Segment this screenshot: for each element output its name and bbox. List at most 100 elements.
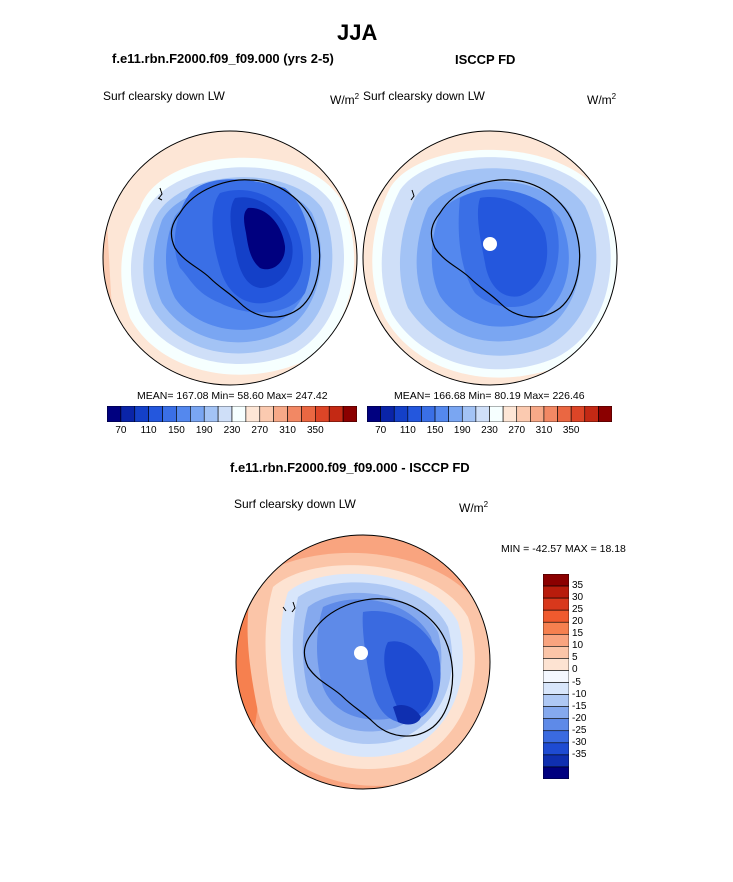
colorbar-tick-label: 230 bbox=[223, 425, 241, 436]
colorbar-tick-label: 270 bbox=[251, 425, 269, 436]
colorbar-swatch bbox=[543, 609, 569, 623]
colorbar-swatch bbox=[231, 406, 247, 422]
colorbar-swatch bbox=[342, 406, 357, 422]
colorbar-tick-label: 15 bbox=[572, 628, 584, 640]
colorbar-tick-label: 20 bbox=[572, 616, 584, 628]
colorbar-swatch bbox=[176, 406, 191, 422]
page-title: JJA bbox=[337, 20, 378, 45]
colorbar-swatch bbox=[543, 754, 569, 768]
colorbar-observed-labels: 70 110 150 190 230 270 310 350 bbox=[367, 425, 612, 439]
colorbar-swatch bbox=[557, 406, 572, 422]
colorbar-swatch bbox=[598, 406, 612, 422]
colorbar-swatch bbox=[367, 406, 381, 422]
colorbar-swatch bbox=[217, 406, 233, 422]
colorbar-tick-label: 30 bbox=[572, 592, 584, 604]
colorbar-swatch bbox=[543, 646, 569, 659]
colorbar-swatch bbox=[203, 406, 219, 422]
colorbar-tick-label: 190 bbox=[195, 425, 213, 436]
colorbar-swatch bbox=[530, 406, 545, 422]
colorbar-tick-label: 350 bbox=[562, 425, 580, 436]
colorbar-swatch bbox=[407, 406, 422, 422]
colorbar-swatch bbox=[543, 718, 569, 732]
colorbar-swatch bbox=[543, 585, 569, 599]
colorbar-swatch bbox=[301, 406, 316, 422]
colorbar-swatch bbox=[543, 706, 569, 720]
colorbar-tick-label: 70 bbox=[375, 425, 387, 436]
panel-left-units: W/m2 bbox=[330, 92, 360, 107]
colorbar-model-labels: 70 110 150 190 230 270 310 350 bbox=[107, 425, 357, 439]
colorbar-tick-label: 190 bbox=[453, 425, 471, 436]
colorbar-swatch bbox=[543, 658, 569, 671]
colorbar-tick-label: 5 bbox=[572, 652, 578, 664]
colorbar-observed bbox=[367, 406, 612, 422]
colorbar-tick-label: -15 bbox=[572, 700, 587, 712]
panel-left-variable: Surf clearsky down LW bbox=[103, 89, 225, 103]
colorbar-swatch bbox=[448, 406, 463, 422]
colorbar-swatch bbox=[259, 406, 274, 422]
panel-right-heading: ISCCP FD bbox=[455, 52, 516, 67]
colorbar-swatch bbox=[162, 406, 177, 422]
colorbar-tick-label: 25 bbox=[572, 604, 584, 616]
colorbar-swatch bbox=[287, 406, 302, 422]
colorbar-tick-label: 310 bbox=[279, 425, 296, 436]
colorbar-swatch bbox=[543, 574, 569, 587]
colorbar-swatch bbox=[543, 730, 569, 744]
colorbar-swatch bbox=[543, 597, 569, 611]
colorbar-swatch bbox=[516, 406, 531, 422]
colorbar-tick-label: 270 bbox=[508, 425, 526, 436]
colorbar-swatch bbox=[315, 406, 330, 422]
diff-heading: f.e11.rbn.F2000.f09_f09.000 - ISCCP FD bbox=[230, 460, 470, 475]
colorbar-tick-label: 150 bbox=[426, 425, 444, 436]
map-observed bbox=[362, 130, 618, 386]
colorbar-swatch bbox=[461, 406, 477, 422]
map-model bbox=[102, 130, 358, 386]
colorbar-swatch bbox=[543, 406, 558, 422]
colorbar-swatch bbox=[245, 406, 261, 422]
colorbar-swatch bbox=[489, 406, 504, 422]
colorbar-tick-label: 150 bbox=[168, 425, 185, 436]
panel-left-stats: MEAN= 167.08 Min= 58.60 Max= 247.42 bbox=[137, 390, 328, 402]
colorbar-tick-label: 350 bbox=[306, 425, 324, 436]
diff-minmax: MIN = -42.57 MAX = 18.18 bbox=[501, 543, 626, 555]
colorbar-tick-label: 110 bbox=[140, 425, 157, 436]
colorbar-swatch bbox=[107, 406, 122, 422]
colorbar-swatch bbox=[393, 406, 409, 422]
colorbar-swatch bbox=[543, 694, 569, 707]
colorbar-swatch bbox=[475, 406, 490, 422]
colorbar-swatch bbox=[328, 406, 344, 422]
colorbar-swatch bbox=[543, 621, 569, 635]
colorbar-tick-label: 0 bbox=[572, 664, 578, 676]
colorbar-tick-label: 10 bbox=[572, 640, 584, 652]
panel-right-stats: MEAN= 166.68 Min= 80.19 Max= 226.46 bbox=[394, 390, 585, 402]
colorbar-swatch bbox=[543, 682, 569, 695]
colorbar-tick-label: -35 bbox=[572, 748, 587, 760]
diff-variable: Surf clearsky down LW bbox=[234, 497, 356, 511]
colorbar-tick-label: -20 bbox=[572, 712, 587, 724]
colorbar-swatch bbox=[584, 406, 599, 422]
colorbar-tick-label: -10 bbox=[572, 688, 587, 700]
colorbar-tick-label: -30 bbox=[572, 736, 587, 748]
panel-right-variable: Surf clearsky down LW bbox=[363, 89, 485, 103]
colorbar-tick-label: 110 bbox=[399, 425, 416, 436]
colorbar-tick-label: -5 bbox=[572, 676, 581, 688]
diff-units: W/m2 bbox=[459, 500, 489, 515]
colorbar-swatch bbox=[273, 406, 288, 422]
colorbar-swatch bbox=[134, 406, 149, 422]
panel-right-units: W/m2 bbox=[587, 92, 617, 107]
colorbar-tick-label: 310 bbox=[535, 425, 553, 436]
panel-left-heading: f.e11.rbn.F2000.f09_f09.000 (yrs 2-5) bbox=[112, 51, 334, 66]
colorbar-swatch bbox=[421, 406, 436, 422]
colorbar-swatch bbox=[148, 406, 163, 422]
colorbar-swatch bbox=[543, 633, 569, 647]
colorbar-swatch bbox=[502, 406, 518, 422]
colorbar-model bbox=[107, 406, 357, 422]
colorbar-swatch bbox=[570, 406, 586, 422]
colorbar-swatch bbox=[120, 406, 136, 422]
colorbar-swatch bbox=[190, 406, 205, 422]
colorbar-tick-label: 70 bbox=[115, 425, 127, 436]
colorbar-tick-label: -25 bbox=[572, 724, 587, 736]
colorbar-swatch bbox=[543, 670, 569, 683]
colorbar-swatch bbox=[543, 766, 569, 779]
colorbar-difference bbox=[543, 574, 569, 779]
colorbar-difference-labels: 35 30 25 20 15 10 5 0 -5 -10 -15 -20 -25 -30 -35 bbox=[572, 574, 612, 779]
